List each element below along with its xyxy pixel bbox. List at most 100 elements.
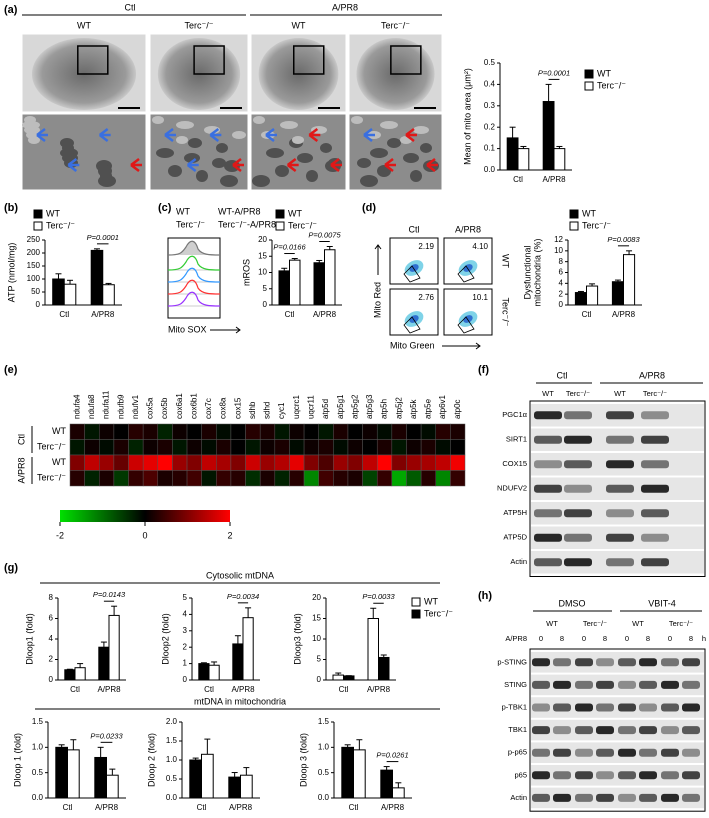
organelle [253,116,265,124]
band [564,533,592,542]
arrow [384,158,396,172]
protein-label: COX15 [502,459,527,468]
bar [108,614,120,681]
legend-label: WT [582,208,596,218]
histogram-curve [167,291,221,307]
x-tick-label: A/PR8 [91,310,115,319]
heat-cell [274,439,290,456]
band [575,680,593,689]
protein-label: PGC1α [502,410,527,419]
heat-cell [303,454,319,471]
heat-cell [99,454,115,471]
panel-label: (d) [362,202,376,214]
heat-cell [84,454,100,471]
band [575,748,593,757]
band [596,726,614,735]
organelle [212,158,226,168]
column-label: A/PR8 [455,224,481,234]
x-tick-label: A/PR8 [97,685,121,694]
axis-arrow [374,244,382,275]
band [682,658,700,667]
bar [102,284,115,306]
x-axis-label: Mito SOX [168,324,207,334]
column-label: Terc⁻/⁻ [669,619,693,628]
column-label: Terc⁻/⁻ [381,20,410,30]
band [618,658,636,667]
gene-label: atp5h [380,399,389,419]
band [553,793,571,802]
y-tick-label: 20 [258,235,267,244]
organelle [357,158,371,168]
bar [74,667,86,681]
heat-cell [303,423,319,440]
bar [240,774,253,799]
heat-cell [435,439,451,456]
gene-label: atp6v1 [438,394,447,419]
heat-cell [289,470,305,487]
heat-cell [435,470,451,487]
y-tick-label: 200 [27,248,41,257]
column-label: Terc⁻/⁻ [643,389,667,398]
bar [106,774,119,799]
band [661,658,679,667]
zoom-box [293,45,325,75]
timepoint: 8 [646,634,650,643]
bar [232,643,244,681]
x-tick-label: Ctl [339,685,349,694]
band [661,726,679,735]
heat-cell [186,470,202,487]
x-tick-label: A/PR8 [381,803,405,812]
heat-cell [128,470,144,487]
group-label: A/PR8 [639,370,665,380]
heat-cell [128,423,144,440]
y-tick-label: 0.0 [318,793,330,802]
y-tick-label: 4 [49,634,54,643]
y-axis-label: Mito Red [372,282,382,318]
bar [198,663,210,681]
gene-label: sdhb [248,401,257,419]
heat-cell [333,454,349,471]
group-label: A/PR8 [16,457,26,483]
heat-cell [259,470,276,487]
heat-cell [157,423,173,440]
gene-label: uqcrc1 [292,394,301,419]
protein-label: Actin [510,793,527,802]
axis-arrow [442,342,481,350]
gene-label: ndufa8 [87,394,96,419]
y-tick-label: 1.0 [32,742,44,751]
gate-value: 10.1 [472,293,488,302]
heat-cell [362,423,378,440]
y-tick-label: 0.0 [32,793,44,802]
blot-strip [531,652,704,673]
protein-label: Actin [510,557,527,566]
colorbar-label: 2 [227,530,232,540]
arrow [186,158,199,172]
panel-label: (f) [478,364,489,376]
zoom-box [193,45,225,75]
heat-cell [245,423,261,440]
heat-cell [84,423,100,440]
heat-cell [84,439,100,456]
heat-cell [347,423,363,440]
timepoint: 0 [625,634,629,643]
x-tick-label: Ctl [349,803,359,812]
organelle [403,153,419,163]
band [532,771,550,780]
heat-cell [128,439,144,456]
heat-cell [142,423,159,440]
gene-label: atp5d [321,399,330,419]
y-tick-label: 0.5 [318,768,330,777]
p-value: P=0.0033 [362,592,395,601]
band [639,726,657,735]
band [532,680,550,689]
heat-cell [289,423,305,440]
band [618,726,636,735]
timepoint: 0 [539,634,543,643]
heat-cell [376,454,393,471]
bar [52,278,65,306]
y-tick-label: 1.5 [32,717,44,726]
group-label: A/PR8 [332,2,358,12]
histogram-curve [167,240,221,256]
bar [324,249,336,306]
y-tick-label: 0 [263,300,268,309]
